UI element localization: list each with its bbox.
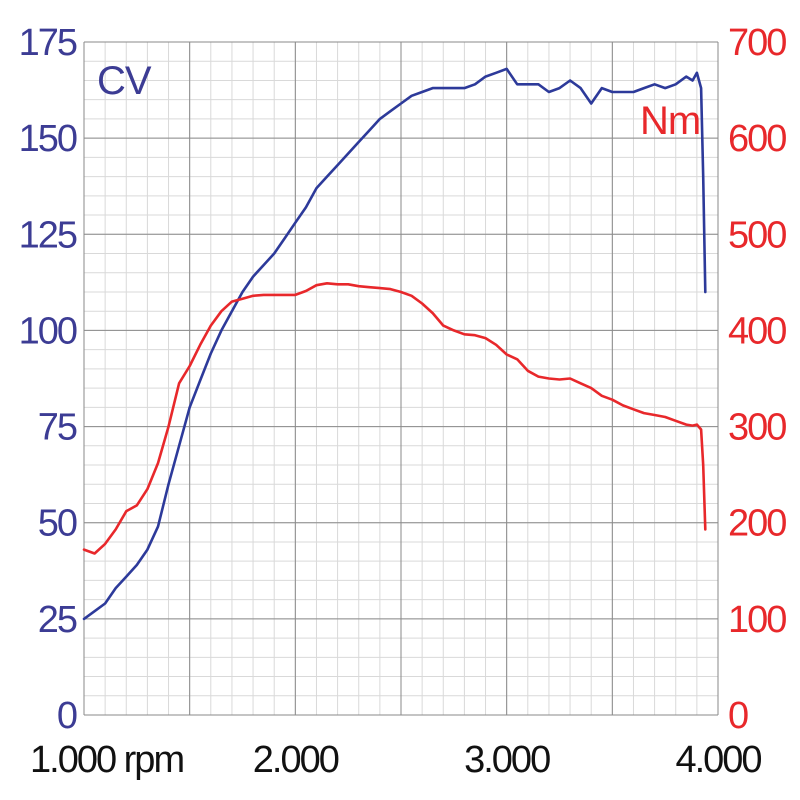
series-line-cv: [82, 67, 707, 621]
right-axis-tick-label: 200: [728, 503, 786, 545]
left-axis-unit-label: CV: [97, 59, 152, 103]
x-axis-tick-label: 4.000: [675, 739, 761, 781]
right-axis-tick-label: 100: [728, 599, 786, 641]
right-axis-tick-label: 400: [728, 310, 786, 352]
series-layer: [82, 67, 707, 621]
left-axis-tick-label: 0: [57, 695, 77, 737]
right-axis-tick-label: 600: [728, 118, 786, 160]
left-axis-tick-label: 75: [38, 407, 77, 449]
right-axis-tick-label: 700: [728, 22, 786, 64]
right-axis-tick-label: 500: [728, 214, 786, 256]
major-grid: [83, 41, 719, 716]
x-axis-tick-labels: 1.000 rpm 2.000 3.000 4.000: [30, 739, 763, 781]
left-axis-tick-label: 125: [19, 214, 77, 256]
right-axis-tick-labels: 0 100 200 300 400 500 600 700: [728, 22, 788, 737]
right-axis-tick-label: 0: [728, 695, 748, 737]
left-axis-tick-label: 50: [38, 503, 77, 545]
left-axis-tick-label: 25: [38, 599, 77, 641]
left-axis-tick-label: 175: [19, 22, 77, 64]
x-axis-tick-label: 2.000: [253, 739, 339, 781]
left-axis-tick-label: 150: [19, 118, 77, 160]
right-axis-unit-label: Nm: [640, 99, 700, 143]
series-line-nm: [82, 281, 707, 555]
x-axis-tick-label: 3.000: [464, 739, 550, 781]
x-axis-tick-label: 1.000 rpm: [30, 739, 183, 781]
left-axis-tick-label: 100: [19, 310, 77, 352]
left-axis-tick-labels: 0 25 50 75 100 125 150 175: [19, 22, 79, 737]
right-axis-tick-label: 300: [728, 407, 786, 449]
